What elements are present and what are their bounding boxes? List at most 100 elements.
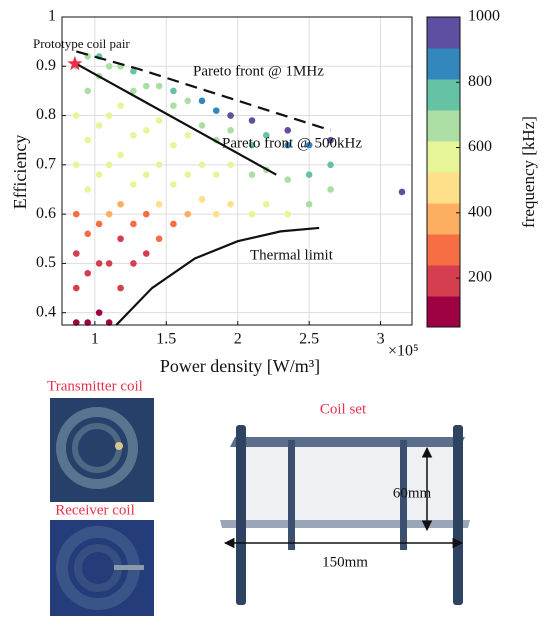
data-point [248, 141, 256, 149]
data-point [95, 122, 103, 129]
data-point [305, 200, 313, 208]
data-point [142, 171, 150, 178]
data-point [212, 171, 220, 178]
colorbar-tick-label: 800 [468, 73, 492, 90]
y-axis-label: Efficiency [10, 135, 30, 210]
colorbar-band [427, 79, 460, 111]
data-point [170, 102, 177, 110]
curve-label: Pareto front @ 1MHz [193, 63, 324, 79]
data-point [170, 141, 177, 149]
data-point [248, 210, 256, 218]
data-point [130, 220, 137, 228]
y-tick-label: 0.8 [36, 106, 56, 123]
data-point [398, 188, 406, 196]
dimension-label: 60mm [393, 485, 432, 501]
prototype-label: Prototype coil pair [33, 36, 130, 51]
x-axis-label: Power density [W/m³] [160, 356, 320, 376]
dimension-label: 150mm [322, 554, 368, 570]
x-offset-label: ×10⁵ [388, 343, 419, 360]
data-point [198, 196, 206, 203]
data-point [142, 250, 150, 257]
data-point [327, 186, 334, 193]
data-point [84, 269, 92, 277]
data-point [95, 260, 103, 267]
coil-set-photo [220, 425, 470, 605]
data-point [105, 161, 113, 169]
data-point [170, 87, 177, 95]
data-point [105, 319, 113, 326]
data-point [262, 131, 270, 139]
x-tick-label: 2.5 [299, 331, 319, 348]
data-point [262, 200, 270, 208]
colorbar-band [427, 48, 460, 80]
data-point [198, 122, 206, 129]
colorbar-tick-label: 1000 [468, 8, 500, 25]
colorbar-band [427, 17, 460, 49]
data-point [105, 62, 113, 70]
colorbar-frame [426, 16, 461, 328]
data-point [155, 161, 163, 169]
data-point [184, 131, 192, 139]
data-point [284, 127, 292, 134]
data-point [72, 250, 80, 257]
data-point [184, 97, 192, 105]
data-point [170, 181, 177, 188]
plot-frame [61, 16, 413, 326]
data-point [117, 235, 124, 243]
data-point [248, 117, 256, 124]
colorbar-band [427, 203, 460, 235]
data-point [305, 171, 313, 178]
data-point [130, 260, 137, 267]
colorbar-label: frequency [kHz] [519, 116, 538, 228]
colorbar-tick-label: 200 [468, 269, 492, 286]
data-point [155, 82, 163, 90]
panel-label: Coil set [320, 401, 367, 417]
transmitter-photo [50, 398, 154, 502]
colorbar-band [427, 234, 460, 266]
data-point [305, 141, 313, 149]
data-point [155, 117, 163, 124]
data-point [212, 210, 220, 218]
x-tick-label: 1 [91, 331, 99, 348]
chart: 1 1.5 2 2.5 3 0.4 0.5 0.6 0.7 0.8 0.9 1 Pareto front… [10, 8, 538, 376]
colorbar-band [427, 265, 460, 297]
data-point [84, 230, 92, 238]
data-point [212, 107, 220, 114]
data-point [198, 97, 206, 105]
curve-label: Pareto front @ 500kHz [222, 135, 362, 151]
data-point [227, 112, 234, 119]
data-point [227, 200, 234, 208]
data-point [130, 67, 137, 75]
data-point [72, 319, 80, 326]
data-point [72, 284, 80, 292]
data-point [130, 131, 137, 139]
y-tick-label: 0.7 [36, 156, 56, 173]
data-point [184, 210, 192, 218]
data-point [198, 161, 206, 169]
data-point [105, 210, 113, 218]
data-point [155, 200, 163, 208]
panel-label: Receiver coil [55, 502, 135, 518]
data-point [327, 161, 334, 169]
data-point [117, 151, 124, 159]
curve [75, 62, 277, 176]
data-point [117, 102, 124, 110]
y-tick-label: 0.6 [36, 205, 56, 222]
curve-label: Thermal limit [250, 247, 334, 263]
data-point [117, 284, 124, 292]
data-point [227, 127, 234, 134]
data-point [72, 161, 80, 169]
data-point [95, 309, 103, 316]
x-tick-label: 1.5 [156, 331, 176, 348]
data-point [227, 161, 234, 169]
data-point [130, 87, 137, 95]
colorbar-band [427, 110, 460, 142]
data-point [84, 186, 92, 193]
receiver-photo [50, 520, 154, 616]
curve [75, 50, 331, 132]
data-point [72, 210, 80, 218]
data-point [95, 171, 103, 178]
data-point [72, 112, 80, 119]
data-point [105, 112, 113, 119]
